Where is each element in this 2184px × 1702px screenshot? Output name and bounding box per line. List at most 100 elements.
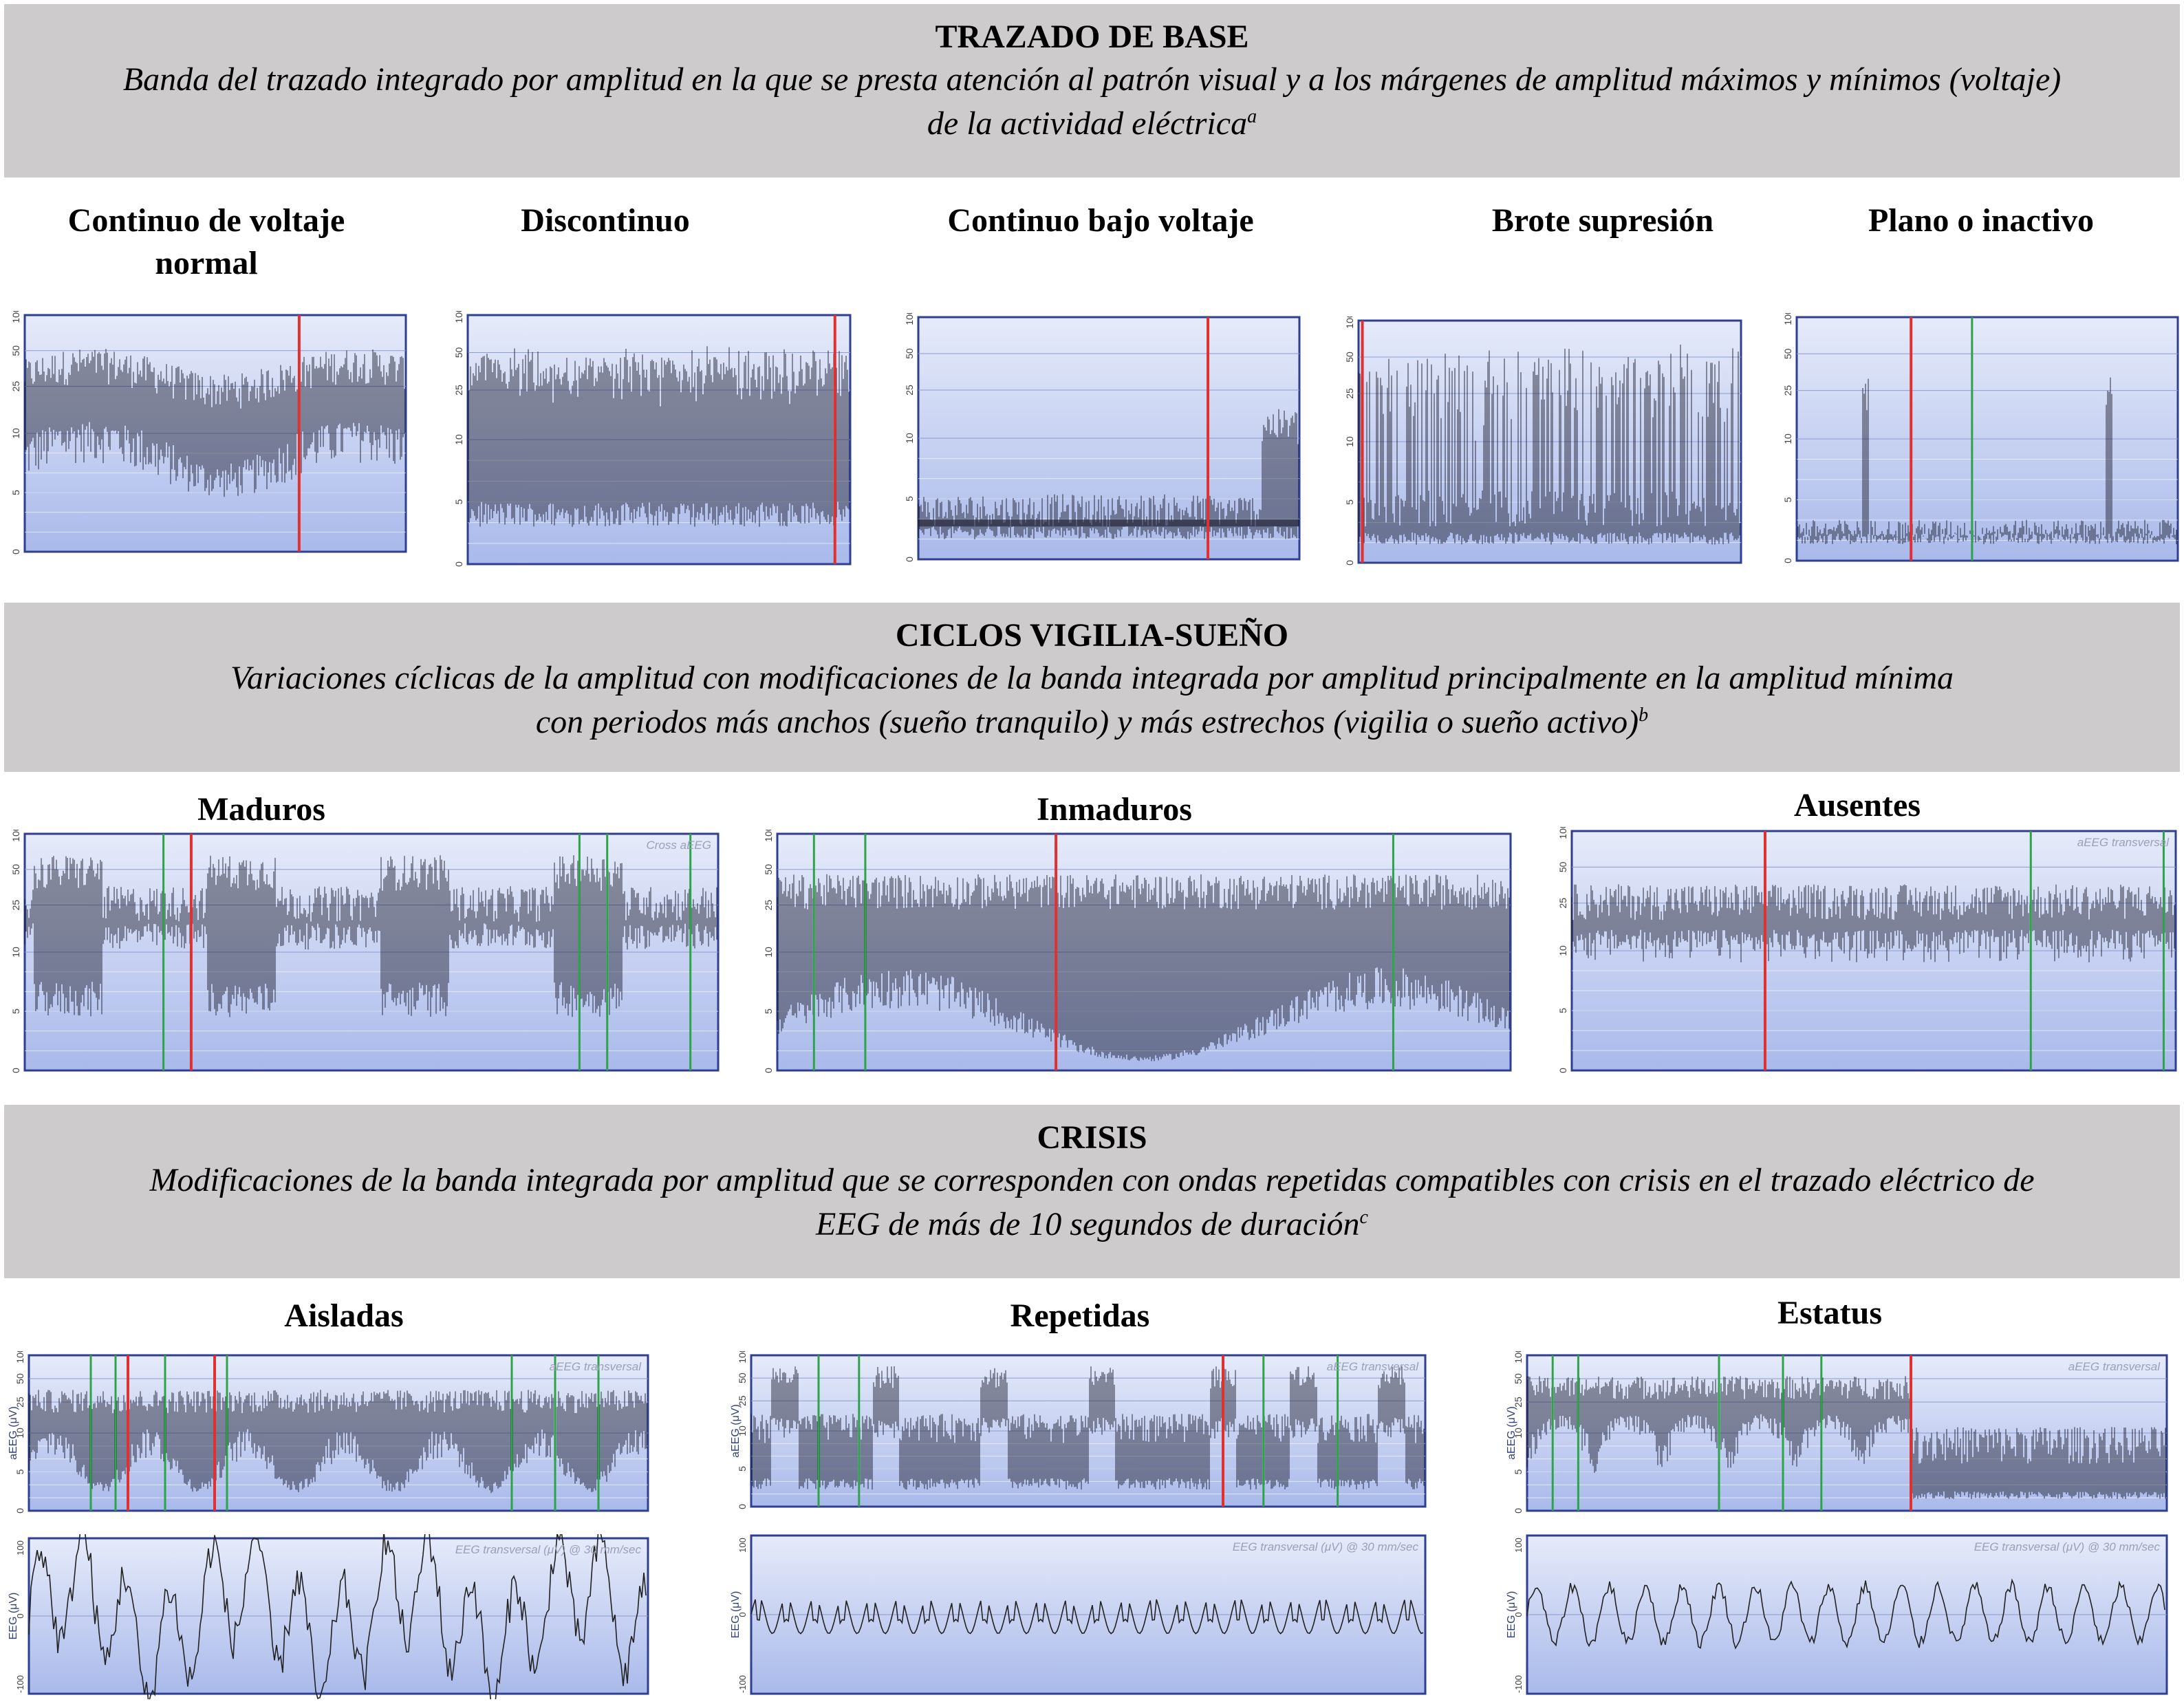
tick-label: 0 <box>904 557 915 562</box>
tick-label: 5 <box>453 499 464 504</box>
tick-label: 5 <box>904 496 915 502</box>
tick-label: 50 <box>14 1373 25 1384</box>
aeeg-band <box>777 874 1510 1062</box>
section-band-trazado-de-base: TRAZADO DE BASE Banda del trazado integr… <box>4 4 2180 177</box>
tick-label: 50 <box>1344 352 1355 363</box>
section-band-ciclos-vigilia-sueno: CICLOS VIGILIA-SUEÑO Variaciones cíclica… <box>4 603 2180 772</box>
tick-label: 0 <box>453 561 464 567</box>
tick-label: 0 <box>737 1504 748 1509</box>
tick-label: 100 <box>1782 313 1793 325</box>
tick-label: 100 <box>10 830 21 842</box>
y-axis-label: aEEG (μV) <box>731 1404 742 1458</box>
trace-watermark-label: aEEG transversal <box>1327 1360 1419 1373</box>
tick-label: 100 <box>1557 827 1568 839</box>
tick-label: 25 <box>14 1397 25 1408</box>
tick-label: 100 <box>10 311 21 323</box>
y-axis-label: EEG (μV) <box>1506 1591 1517 1639</box>
y-axis-label: aEEG (μV) <box>1506 1406 1517 1460</box>
aeeg-trace-brote-supresion: 100 50 25 10 5 0 <box>1338 316 1745 568</box>
section-band-crisis: CRISIS Modificaciones de la banda integr… <box>4 1105 2180 1278</box>
tick-label: 5 <box>10 1009 21 1014</box>
section-description-line1: Modificaciones de la banda integrada por… <box>149 1162 2035 1198</box>
eeg-waveform <box>1526 1578 2165 1650</box>
trace-watermark-label: EEG transversal (μV) @ 30 mm/sec <box>1974 1540 2161 1553</box>
aeeg-band <box>24 349 405 497</box>
aeeg-trace-maduros: 100 50 25 10 5 0 Cross aEEG <box>4 830 722 1076</box>
aeeg-trace-discontinuo: 100 50 25 10 5 0 <box>447 311 854 570</box>
trace-watermark-label: aEEG transversal <box>2068 1360 2161 1373</box>
tick-label: 25 <box>1513 1397 1524 1408</box>
tick-label: 5 <box>1344 499 1355 505</box>
trace-watermark-label: Cross aEEG <box>647 839 711 852</box>
tick-label: 0 <box>1782 558 1793 563</box>
aeeg-trace-inmaduros: 100 50 25 10 5 0 <box>757 830 1515 1076</box>
tick-label: 0 <box>15 1613 25 1618</box>
aeeg-band <box>1571 884 2175 962</box>
eeg-trace-repetidas-svg: 100 0 -100 EEG transversal (μV) @ 30 mm/sec… <box>731 1534 1427 1695</box>
tick-label: 100 <box>453 311 464 323</box>
section-title: CRISIS <box>1037 1119 1147 1156</box>
tick-label: 100 <box>1513 1538 1524 1553</box>
eeg-trace-aisladas: 100 0 -100 EEG transversal (μV) @ 30 mm/sec… <box>8 1534 652 1699</box>
tick-label: 0 <box>737 1612 748 1617</box>
tick-label: 5 <box>14 1469 25 1474</box>
y-axis-label: aEEG (μV) <box>8 1406 19 1460</box>
aeeg-band <box>750 1366 1425 1490</box>
section-description: Banda del trazado integrado por amplitud… <box>4 58 2180 146</box>
tick-label: 0 <box>10 549 21 554</box>
tick-label: 100 <box>14 1351 25 1364</box>
tick-label: 25 <box>737 1395 748 1406</box>
section-title: TRAZADO DE BASE <box>935 19 1249 55</box>
tick-label: 25 <box>10 900 21 911</box>
eeg-trace-estatus: 100 0 -100 EEG transversal (μV) @ 30 mm/sec… <box>1506 1531 2171 1699</box>
tick-label: 25 <box>904 385 915 396</box>
aeeg-band <box>1796 377 2177 544</box>
tick-label: 100 <box>737 1538 748 1553</box>
tick-label: 50 <box>1557 861 1568 872</box>
aeeg-trace-aisladas: 100 50 25 10 5 0 aEEG transversal aEEG (μV) <box>8 1351 652 1516</box>
tick-label: 0 <box>14 1508 25 1514</box>
tick-label: 10 <box>737 1425 748 1436</box>
eeg-waveform <box>28 1534 647 1699</box>
aeeg-trace-repetidas: 100 50 25 10 5 0 aEEG transversal aEEG (μV) <box>731 1351 1429 1512</box>
tick-label: 25 <box>1782 385 1793 396</box>
trace-watermark-label: EEG transversal (μV) @ 30 mm/sec <box>1233 1540 1419 1553</box>
tick-label: 25 <box>763 900 774 911</box>
tick-label: 25 <box>1557 898 1568 909</box>
panel-title-ausentes: Ausentes <box>1793 787 1921 823</box>
tick-label: 10 <box>1557 945 1568 956</box>
tick-label: 0 <box>10 1068 21 1073</box>
panel-title-brote-supresion: Brote supresión <box>1491 202 1714 239</box>
tick-label: 100 <box>15 1540 25 1555</box>
tick-label: 50 <box>1782 348 1793 359</box>
tick-label: 100 <box>763 830 774 842</box>
footnote-marker: c <box>1359 1207 1368 1228</box>
eeg-trace-aisladas-svg: 100 0 -100 EEG transversal (μV) @ 30 mm/sec… <box>8 1534 649 1699</box>
tick-label: 5 <box>10 490 21 495</box>
tick-label: 50 <box>763 864 774 875</box>
panel-title-estatus: Estatus <box>1777 1295 1883 1331</box>
y-axis-label: EEG (μV) <box>8 1593 19 1640</box>
tick-label: 25 <box>453 385 464 396</box>
tick-label: 0 <box>1513 1612 1524 1617</box>
eeg-waveform <box>750 1599 1424 1635</box>
trace-watermark-label: aEEG transversal <box>2077 836 2170 849</box>
tick-label: 5 <box>763 1009 774 1014</box>
tick-label: 10 <box>763 947 774 958</box>
tick-label: -100 <box>15 1675 25 1693</box>
section-description-line2: de la actividad eléctrica <box>927 105 1248 142</box>
trace-watermark-label: EEG transversal (μV) @ 30 mm/sec <box>455 1543 642 1556</box>
tick-label: -100 <box>1513 1675 1524 1693</box>
tick-label: 0 <box>763 1068 774 1073</box>
tick-label: 10 <box>10 428 21 439</box>
footnote-marker: b <box>1639 704 1649 726</box>
section-description: Variaciones cíclicas de la amplitud con … <box>4 656 2180 744</box>
